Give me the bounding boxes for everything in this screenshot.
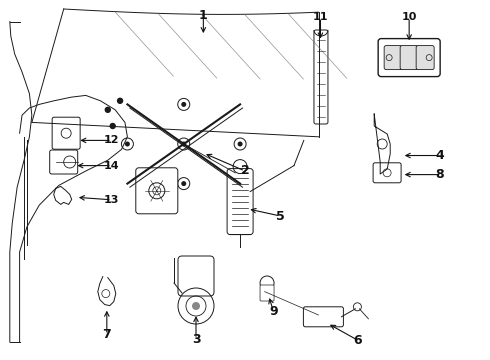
Text: 6: 6 — [353, 334, 362, 347]
FancyBboxPatch shape — [260, 285, 274, 301]
Circle shape — [118, 98, 122, 103]
Circle shape — [192, 302, 200, 310]
Text: 9: 9 — [269, 305, 278, 318]
FancyBboxPatch shape — [178, 256, 214, 296]
Circle shape — [105, 107, 110, 112]
Text: 8: 8 — [436, 168, 444, 181]
Text: 13: 13 — [104, 195, 120, 205]
Text: 14: 14 — [104, 161, 120, 171]
Text: 5: 5 — [276, 210, 285, 222]
Text: 12: 12 — [104, 135, 120, 145]
Text: 11: 11 — [313, 12, 328, 22]
Text: 4: 4 — [436, 149, 444, 162]
FancyBboxPatch shape — [378, 39, 440, 77]
FancyBboxPatch shape — [400, 46, 418, 69]
FancyBboxPatch shape — [136, 168, 178, 214]
FancyBboxPatch shape — [49, 150, 78, 174]
Text: 10: 10 — [401, 12, 417, 22]
FancyBboxPatch shape — [416, 46, 434, 69]
Text: 7: 7 — [102, 328, 111, 341]
FancyBboxPatch shape — [373, 163, 401, 183]
Circle shape — [181, 141, 186, 147]
Circle shape — [181, 181, 186, 186]
Text: 3: 3 — [192, 333, 200, 346]
FancyBboxPatch shape — [303, 307, 343, 327]
Circle shape — [181, 102, 186, 107]
Text: 1: 1 — [199, 9, 208, 22]
Text: 2: 2 — [241, 165, 249, 177]
Circle shape — [125, 141, 130, 147]
FancyBboxPatch shape — [227, 168, 253, 235]
FancyBboxPatch shape — [314, 30, 328, 124]
Circle shape — [238, 141, 243, 147]
FancyBboxPatch shape — [52, 117, 80, 149]
FancyBboxPatch shape — [384, 46, 402, 69]
Circle shape — [110, 123, 115, 129]
